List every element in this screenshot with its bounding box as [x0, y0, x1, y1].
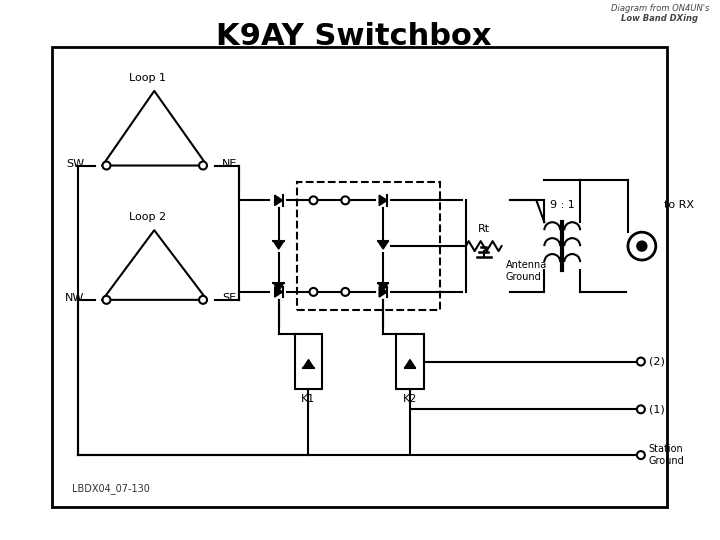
Text: Low Band DXing: Low Band DXing — [621, 14, 698, 23]
Text: Rt: Rt — [477, 224, 490, 234]
Polygon shape — [303, 360, 314, 368]
Circle shape — [310, 288, 318, 296]
Bar — [297, 183, 440, 310]
Circle shape — [199, 296, 207, 304]
Circle shape — [341, 197, 349, 204]
Circle shape — [637, 357, 645, 366]
Text: Station
Ground: Station Ground — [649, 444, 685, 466]
Text: K2: K2 — [402, 394, 417, 404]
Circle shape — [637, 241, 647, 251]
Text: Loop 1: Loop 1 — [130, 73, 166, 83]
Text: Antenna
Ground: Antenna Ground — [505, 260, 546, 282]
Bar — [52, 47, 667, 507]
Polygon shape — [378, 283, 388, 291]
Polygon shape — [378, 241, 388, 249]
Circle shape — [102, 161, 110, 170]
Bar — [396, 334, 424, 389]
Polygon shape — [379, 287, 387, 297]
Text: (2): (2) — [649, 356, 665, 367]
Text: K1: K1 — [302, 394, 315, 404]
Text: LBDX04_07-130: LBDX04_07-130 — [72, 483, 150, 495]
Text: K9AY Switchbox: K9AY Switchbox — [215, 22, 491, 51]
Text: 9 : 1: 9 : 1 — [550, 200, 575, 210]
Circle shape — [341, 288, 349, 296]
Text: SW: SW — [66, 159, 84, 168]
Text: Loop 2: Loop 2 — [130, 212, 166, 222]
Circle shape — [310, 197, 318, 204]
Polygon shape — [274, 241, 284, 249]
Circle shape — [628, 232, 656, 260]
Polygon shape — [379, 195, 387, 206]
Text: (1): (1) — [649, 404, 665, 414]
Polygon shape — [405, 360, 415, 368]
Polygon shape — [274, 283, 284, 291]
Text: to RX: to RX — [664, 200, 694, 210]
Polygon shape — [274, 195, 283, 206]
Text: Diagram from ON4UN's: Diagram from ON4UN's — [611, 4, 709, 13]
Circle shape — [637, 406, 645, 413]
Text: NE: NE — [222, 159, 238, 168]
Circle shape — [637, 451, 645, 459]
Text: SE: SE — [222, 293, 236, 303]
Text: NW: NW — [66, 293, 84, 303]
Bar — [294, 334, 323, 389]
Circle shape — [102, 296, 110, 304]
Polygon shape — [274, 287, 283, 297]
Circle shape — [199, 161, 207, 170]
